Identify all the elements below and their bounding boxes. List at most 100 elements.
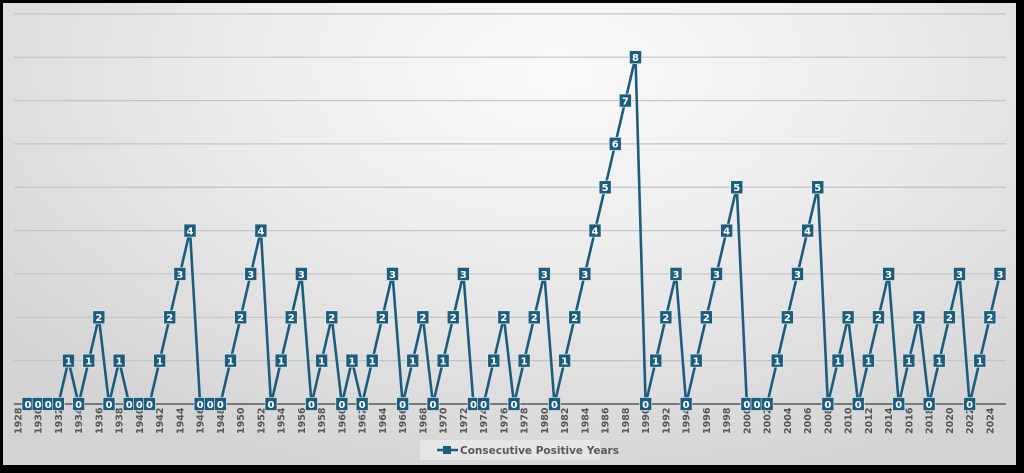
- svg-text:0: 0: [308, 400, 315, 411]
- data-point-2008: 0: [821, 397, 835, 411]
- x-tick-label: 1974: [479, 407, 490, 434]
- x-tick-label: 1962: [358, 408, 369, 434]
- data-point-1943: 2: [163, 310, 177, 324]
- svg-text:1: 1: [774, 356, 781, 367]
- data-point-1998: 4: [720, 223, 733, 238]
- data-point-1937: 0: [102, 397, 116, 411]
- data-point-2018: 0: [922, 397, 936, 411]
- data-point-2004: 2: [781, 310, 794, 324]
- x-tick-label: 1968: [418, 407, 429, 434]
- svg-text:2: 2: [571, 313, 578, 324]
- data-point-2013: 2: [872, 310, 885, 324]
- svg-text:1: 1: [976, 356, 983, 367]
- x-tick-label: 2018: [925, 407, 936, 434]
- data-point-1968: 2: [416, 310, 430, 324]
- x-tick-label: 1944: [175, 407, 186, 434]
- x-tick-label: 2012: [864, 408, 875, 434]
- x-tick-label: 1940: [135, 407, 146, 434]
- data-point-2016: 1: [902, 353, 916, 367]
- data-point-1950: 2: [234, 310, 247, 324]
- svg-text:2: 2: [946, 313, 953, 324]
- legend-label: Consecutive Positive Years: [460, 445, 619, 457]
- svg-text:1: 1: [936, 356, 943, 367]
- svg-text:0: 0: [338, 400, 345, 411]
- x-tick-label: 1996: [702, 407, 713, 434]
- x-tick-label: 1966: [398, 407, 409, 434]
- svg-text:2: 2: [379, 313, 386, 324]
- svg-text:1: 1: [409, 356, 416, 367]
- data-point-2025: 3: [993, 267, 1007, 281]
- data-point-1944: 3: [173, 267, 187, 281]
- data-point-1991: 1: [649, 353, 663, 367]
- svg-text:0: 0: [45, 400, 52, 411]
- data-point-1972: 3: [457, 267, 470, 281]
- svg-text:3: 3: [673, 270, 680, 281]
- svg-text:0: 0: [197, 400, 204, 411]
- x-tick-label: 2020: [945, 407, 956, 434]
- x-tick-label: 1930: [34, 407, 45, 434]
- data-point-1983: 2: [568, 310, 582, 324]
- svg-text:3: 3: [298, 270, 305, 281]
- data-point-2014: 3: [882, 267, 895, 281]
- data-point-1975: 1: [487, 353, 501, 367]
- svg-text:1: 1: [693, 356, 700, 367]
- svg-text:7: 7: [622, 96, 629, 107]
- data-point-1989: 8: [629, 50, 642, 65]
- svg-text:3: 3: [713, 270, 720, 281]
- svg-text:0: 0: [55, 400, 62, 411]
- data-point-1956: 3: [295, 267, 308, 281]
- svg-text:0: 0: [855, 400, 862, 411]
- svg-text:2: 2: [450, 313, 457, 324]
- svg-text:0: 0: [642, 400, 649, 411]
- svg-text:5: 5: [814, 183, 821, 194]
- svg-text:3: 3: [247, 270, 254, 281]
- data-point-1952: 4: [254, 223, 268, 238]
- data-point-1996: 2: [700, 310, 713, 324]
- data-point-1948: 0: [214, 397, 227, 411]
- x-tick-label: 2002: [763, 408, 774, 434]
- svg-text:4: 4: [187, 226, 194, 237]
- data-point-1965: 3: [386, 267, 399, 281]
- x-tick-label: 1932: [54, 408, 65, 434]
- data-point-2009: 1: [831, 353, 845, 367]
- x-tick-label: 2014: [884, 407, 895, 434]
- svg-text:0: 0: [430, 400, 437, 411]
- chart-area: [3, 3, 1016, 465]
- data-point-2024: 2: [983, 310, 997, 324]
- svg-text:1: 1: [318, 356, 325, 367]
- data-point-1967: 1: [406, 353, 420, 367]
- data-point-1933: 1: [62, 353, 75, 367]
- data-point-2017: 2: [912, 310, 926, 324]
- svg-text:1: 1: [278, 356, 285, 367]
- data-point-2011: 0: [851, 397, 865, 411]
- svg-text:0: 0: [743, 400, 750, 411]
- data-point-2015: 0: [892, 397, 906, 411]
- data-point-1971: 2: [446, 310, 460, 324]
- data-point-2023: 1: [973, 353, 987, 367]
- svg-text:0: 0: [268, 400, 275, 411]
- x-tick-label: 1994: [682, 407, 693, 434]
- x-tick-label: 1982: [560, 408, 571, 434]
- data-point-1980: 3: [538, 267, 551, 281]
- legend-box: [420, 440, 600, 460]
- data-point-1961: 1: [345, 353, 359, 367]
- x-tick-label: 1948: [216, 407, 227, 434]
- svg-text:0: 0: [399, 400, 406, 411]
- data-point-1936: 2: [92, 310, 106, 324]
- data-point-1945: 4: [183, 223, 197, 238]
- data-point-1994: 0: [679, 397, 693, 411]
- svg-text:1: 1: [652, 356, 659, 367]
- svg-text:3: 3: [389, 270, 396, 281]
- x-tick-label: 1988: [621, 407, 632, 434]
- svg-text:2: 2: [703, 313, 710, 324]
- svg-text:0: 0: [146, 400, 153, 411]
- data-point-2010: 2: [841, 310, 855, 324]
- svg-text:0: 0: [217, 400, 224, 411]
- data-point-1997: 3: [710, 267, 723, 281]
- x-tick-label: 1954: [277, 407, 288, 434]
- data-point-1970: 1: [436, 353, 450, 367]
- data-point-1953: 0: [264, 397, 278, 411]
- data-point-1959: 2: [325, 310, 339, 324]
- x-tick-label: 1976: [499, 407, 510, 434]
